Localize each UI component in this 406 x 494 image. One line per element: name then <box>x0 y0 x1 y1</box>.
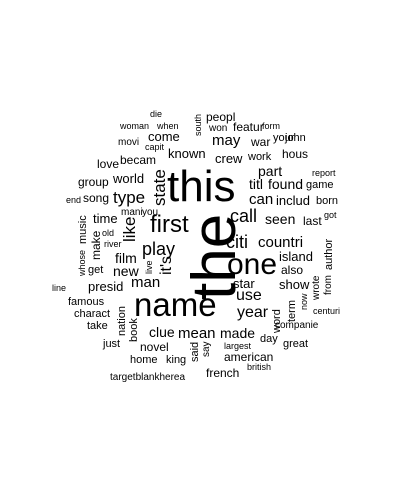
word-crew: crew <box>215 151 243 166</box>
word-got: end <box>66 195 82 205</box>
word-also: also <box>281 263 304 277</box>
word-citi: citi <box>226 232 248 252</box>
word-movi: won <box>209 123 228 134</box>
word-centuri: largest <box>224 341 252 351</box>
word-famous: famous <box>68 296 105 308</box>
word-king: king <box>166 354 187 366</box>
word-featur: form <box>262 121 280 131</box>
word-term: term <box>286 300 298 322</box>
word-just: just <box>103 338 121 350</box>
word-peopl: peopl <box>206 110 236 124</box>
word-film: film <box>115 250 137 266</box>
word-last: last <box>303 214 322 228</box>
word-seen: seen <box>265 211 296 227</box>
word-nation: nation <box>116 306 128 336</box>
word-may: may <box>212 132 241 149</box>
word-use: use <box>236 287 262 304</box>
word-music: music <box>77 215 89 244</box>
word-it-s: it's <box>158 255 175 275</box>
word-targetblankherea: targetblankherea <box>110 372 186 383</box>
word-found: found <box>268 176 304 192</box>
word-can: can <box>249 191 274 208</box>
word-first: first <box>150 211 189 238</box>
word-american: american <box>224 350 274 364</box>
word-die: capit <box>145 142 165 152</box>
word-man: man <box>131 274 161 291</box>
word-get: get <box>88 264 104 276</box>
word-form: when <box>157 121 179 131</box>
word-said: said <box>189 341 201 362</box>
word-this: this <box>167 162 236 211</box>
word-one: one <box>227 248 278 281</box>
word-known: known <box>168 146 206 161</box>
word-presid: presid <box>88 279 124 294</box>
word-island: island <box>279 249 313 264</box>
word-charact: charact <box>74 308 111 320</box>
word-mani: you <box>142 207 159 218</box>
word-largest: british <box>247 362 272 372</box>
word-like: like <box>120 216 139 242</box>
word-capit: south <box>193 113 203 136</box>
word-born: born <box>316 195 339 207</box>
word-companie: companie <box>275 320 319 331</box>
word-year: type <box>113 188 146 207</box>
word-day: day <box>260 333 278 345</box>
word-mean: mean <box>178 325 216 342</box>
word-becam: becam <box>120 153 157 167</box>
word-you: movi <box>118 137 140 148</box>
word-john: john <box>285 132 306 144</box>
word-call: play <box>142 239 176 259</box>
word-work: work <box>248 151 272 163</box>
word-make: make <box>89 230 103 260</box>
word-star: star <box>233 276 255 291</box>
word-live: live <box>144 260 154 274</box>
word-type: year <box>237 304 269 321</box>
word-won: featur <box>233 120 264 134</box>
word-world: world <box>113 171 145 186</box>
word-part: part <box>258 163 283 179</box>
word-hous: hous <box>282 147 309 161</box>
word-french: french <box>206 366 240 380</box>
word-clue: clue <box>149 324 175 340</box>
word-old: river <box>104 239 122 249</box>
word-great: great <box>283 338 309 350</box>
word-author: author <box>323 238 335 270</box>
word-play: call <box>230 206 258 226</box>
word-group: group <box>78 175 109 189</box>
word-come: come <box>148 129 180 144</box>
word-new: new <box>113 263 139 279</box>
word-love: love <box>97 157 120 171</box>
word-state: state <box>150 169 169 206</box>
word-wrote: wrote <box>311 275 322 300</box>
word-say: say <box>201 341 212 357</box>
word-show: show <box>279 277 310 292</box>
word-includ: includ <box>276 193 310 208</box>
word-from: from <box>323 275 334 295</box>
word-south: report <box>312 168 336 178</box>
word-river: whose <box>77 249 87 276</box>
word-take: take <box>87 320 108 332</box>
word-time: time <box>93 211 118 226</box>
word-home: home <box>130 354 158 366</box>
word-now: now <box>299 293 309 310</box>
word-line: centuri <box>313 306 341 316</box>
word-hit: mani <box>121 207 143 218</box>
word-game: game <box>306 179 334 191</box>
word-report: got <box>324 210 337 220</box>
word-song: song <box>83 191 110 205</box>
word-novel: novel <box>140 340 169 354</box>
word-made: made <box>220 325 256 341</box>
word-woman: die <box>150 109 163 119</box>
word-when: woman <box>120 121 150 131</box>
word-war: war <box>251 135 271 149</box>
word-titl: titl <box>249 176 263 192</box>
word-name: name <box>134 286 217 323</box>
word-end: old <box>102 228 115 238</box>
word-countri: countri <box>258 234 304 251</box>
word-your: your <box>273 132 295 144</box>
word-whose: line <box>52 283 67 293</box>
